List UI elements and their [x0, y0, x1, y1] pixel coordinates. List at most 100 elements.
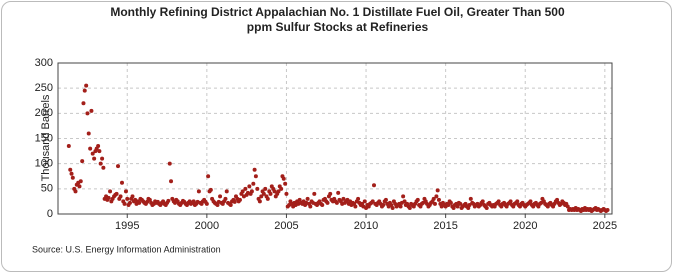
- data-point: [398, 204, 403, 209]
- data-point: [167, 161, 172, 166]
- data-point: [605, 207, 610, 212]
- data-point: [305, 196, 310, 201]
- data-point: [272, 189, 277, 194]
- source: Source: U.S. Energy Information Administ…: [32, 244, 221, 254]
- data-point: [82, 88, 87, 93]
- data-point: [90, 151, 95, 156]
- data-point: [281, 176, 286, 181]
- data-point: [88, 146, 93, 151]
- data-point: [401, 194, 406, 199]
- data-point: [78, 179, 83, 184]
- data-point: [255, 186, 260, 191]
- x-tick-label: 2015: [433, 220, 457, 232]
- x-tick-label: 2000: [195, 220, 219, 232]
- data-point: [265, 196, 270, 201]
- y-tick-label: 250: [35, 82, 53, 94]
- data-point: [466, 205, 471, 210]
- data-point: [251, 181, 256, 186]
- data-point: [353, 204, 358, 209]
- data-point: [370, 199, 375, 204]
- data-point: [215, 202, 220, 207]
- data-point: [116, 164, 121, 169]
- data-point: [334, 200, 339, 205]
- y-tick-label: 50: [41, 183, 53, 195]
- data-point: [381, 202, 386, 207]
- data-point: [169, 179, 174, 184]
- data-point: [283, 181, 288, 186]
- data-point: [480, 199, 485, 204]
- data-point: [249, 189, 254, 194]
- data-point: [484, 205, 489, 210]
- data-point: [98, 161, 103, 166]
- data-point: [362, 199, 367, 204]
- data-point: [125, 196, 130, 201]
- data-point: [432, 201, 437, 206]
- data-point: [261, 191, 266, 196]
- data-point: [496, 199, 501, 204]
- data-point: [415, 197, 420, 202]
- data-point: [114, 191, 119, 196]
- plot-border: [57, 62, 613, 215]
- data-point: [127, 200, 132, 205]
- data-point: [320, 202, 325, 207]
- data-point: [85, 111, 90, 116]
- data-point: [97, 149, 102, 154]
- data-point: [276, 189, 281, 194]
- data-point: [308, 204, 313, 209]
- data-point: [206, 174, 211, 179]
- data-point: [68, 167, 73, 172]
- data-point: [528, 199, 533, 204]
- data-point: [204, 201, 209, 206]
- data-point: [402, 199, 407, 204]
- data-point: [263, 186, 268, 191]
- data-point: [70, 175, 75, 180]
- data-point: [96, 144, 101, 149]
- data-point: [297, 197, 302, 202]
- data-point: [407, 205, 412, 210]
- data-point: [448, 200, 453, 205]
- data-point: [166, 198, 171, 203]
- data-point: [84, 83, 89, 88]
- data-point: [565, 204, 570, 209]
- data-point: [431, 196, 436, 201]
- data-point: [555, 197, 560, 202]
- data-point: [106, 195, 111, 200]
- chart-title: Monthly Refining District Appalachian No…: [110, 5, 565, 34]
- x-tick-label: 2010: [354, 220, 378, 232]
- data-point: [328, 191, 333, 196]
- data-point: [240, 189, 245, 194]
- data-point: [123, 189, 128, 194]
- data-point: [390, 205, 395, 210]
- data-point: [253, 174, 258, 179]
- x-tick-label: 2025: [593, 220, 617, 232]
- data-point: [434, 194, 439, 199]
- chart-frame: [1, 1, 672, 272]
- data-point: [341, 196, 346, 201]
- data-point: [259, 194, 264, 199]
- data-point: [228, 202, 233, 207]
- data-point: [66, 144, 71, 149]
- data-point: [436, 197, 441, 202]
- data-point: [223, 196, 228, 201]
- data-point: [118, 194, 123, 199]
- data-point: [101, 165, 106, 170]
- y-tick-label: 150: [35, 132, 53, 144]
- data-point: [356, 196, 361, 201]
- data-point: [86, 131, 91, 136]
- data-point: [455, 204, 460, 209]
- data-point: [243, 186, 248, 191]
- data-point: [268, 191, 273, 196]
- data-point: [224, 189, 229, 194]
- x-tick-label: 2005: [274, 220, 298, 232]
- data-point: [81, 101, 86, 106]
- data-point: [325, 200, 330, 205]
- y-tick-label: 0: [47, 208, 53, 220]
- data-point: [147, 197, 152, 202]
- data-point: [122, 201, 127, 206]
- data-point: [458, 201, 463, 206]
- data-point: [468, 196, 473, 201]
- data-point: [130, 194, 135, 199]
- data-point: [247, 184, 252, 189]
- data-point: [284, 191, 289, 196]
